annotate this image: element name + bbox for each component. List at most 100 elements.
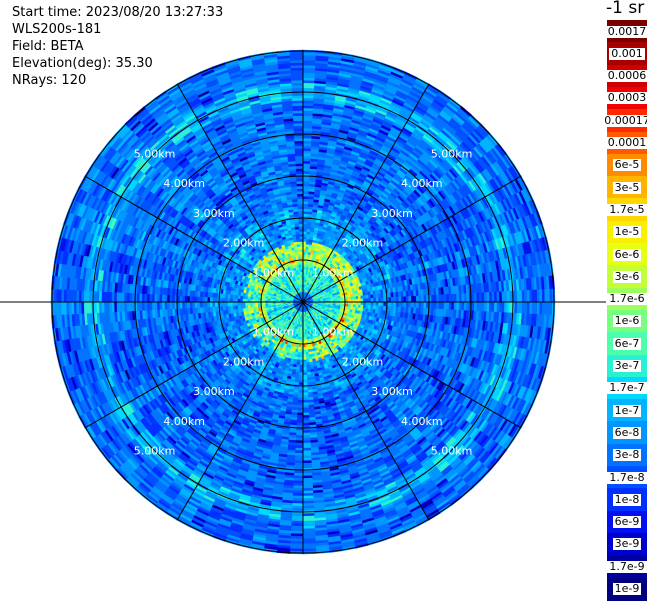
range-gate-cell bbox=[431, 294, 435, 303]
range-gate-cell bbox=[433, 301, 437, 310]
range-gate-cell bbox=[302, 165, 311, 169]
range-gate-cell bbox=[403, 301, 407, 308]
range-gate-cell bbox=[398, 296, 402, 303]
range-gate-cell bbox=[302, 190, 310, 194]
range-gate-cell bbox=[463, 293, 468, 303]
range-gate-cell bbox=[436, 301, 440, 310]
range-gate-cell bbox=[395, 296, 399, 303]
range-gate-cell bbox=[478, 301, 483, 312]
range-gate-cell bbox=[347, 296, 352, 300]
range-gate-cell bbox=[423, 295, 427, 303]
range-gate-cell bbox=[476, 292, 480, 303]
range-gate-cell bbox=[350, 296, 354, 300]
range-gate-cell bbox=[302, 130, 313, 134]
range-gate-cell bbox=[302, 140, 312, 144]
range-gate-cell bbox=[416, 295, 420, 303]
range-gate-cell bbox=[451, 301, 455, 311]
range-gate-cell bbox=[446, 301, 450, 310]
range-gate-cell bbox=[368, 298, 372, 303]
range-gate-cell bbox=[413, 301, 417, 309]
range-gate-cell bbox=[302, 178, 310, 182]
range-gate-cell bbox=[483, 292, 488, 303]
range-gate-cell bbox=[302, 143, 312, 147]
range-gate-cell bbox=[302, 213, 308, 217]
range-gate-cell bbox=[473, 301, 478, 312]
range-gate-cell bbox=[375, 301, 379, 307]
range-gate-cell bbox=[483, 301, 488, 312]
range-gate-cell bbox=[408, 296, 412, 303]
range-gate-cell bbox=[345, 297, 349, 300]
range-gate-cell bbox=[433, 294, 437, 303]
range-gate-cell bbox=[373, 301, 377, 307]
range-gate-cell bbox=[302, 125, 313, 129]
range-gate-cell bbox=[466, 293, 470, 303]
range-gate-cell bbox=[441, 294, 445, 303]
range-gate-cell bbox=[302, 170, 311, 174]
range-gate-cell bbox=[302, 185, 310, 189]
range-gate-cell bbox=[302, 163, 311, 167]
range-gate-cell bbox=[463, 301, 468, 311]
range-gate-cell bbox=[337, 297, 341, 301]
range-gate-cell bbox=[461, 301, 465, 311]
range-gate-cell bbox=[378, 301, 382, 307]
range-gate-cell bbox=[471, 292, 475, 303]
range-gate-cell bbox=[305, 243, 310, 248]
range-gate-cell bbox=[473, 292, 478, 303]
range-gate-cell bbox=[302, 233, 307, 237]
range-gate-cell bbox=[302, 223, 308, 227]
range-gate-cell bbox=[395, 301, 399, 308]
range-gate-cell bbox=[393, 301, 397, 308]
range-gate-cell bbox=[302, 221, 308, 225]
range-gate-cell bbox=[302, 135, 312, 139]
range-gate-cell bbox=[302, 208, 309, 212]
range-gate-cell bbox=[390, 297, 394, 303]
range-gate-cell bbox=[443, 301, 447, 310]
range-gate-cell bbox=[476, 301, 480, 312]
range-gate-cell bbox=[302, 150, 312, 154]
range-gate-cell bbox=[302, 203, 309, 207]
range-gate-cell bbox=[456, 301, 460, 311]
range-gate-cell bbox=[393, 296, 397, 303]
range-gate-cell bbox=[302, 200, 309, 205]
range-gate-cell bbox=[448, 301, 452, 310]
range-gate-cell bbox=[461, 293, 465, 303]
range-gate-cell bbox=[368, 301, 372, 306]
range-gate-cell bbox=[302, 193, 309, 197]
range-gate-cell bbox=[453, 293, 457, 303]
range-gate-cell bbox=[423, 301, 427, 309]
range-gate-cell bbox=[478, 292, 483, 303]
range-gate-cell bbox=[431, 301, 435, 310]
range-gate-cell bbox=[305, 241, 310, 245]
range-gate-cell bbox=[302, 183, 310, 187]
range-gate-cell bbox=[357, 295, 362, 300]
range-gate-cell bbox=[370, 301, 374, 306]
range-gate-cell bbox=[421, 295, 425, 303]
range-gate-cell bbox=[388, 297, 392, 303]
range-gate-cell bbox=[302, 122, 313, 127]
range-gate-cell bbox=[471, 301, 475, 312]
range-gate-cell bbox=[302, 137, 312, 142]
range-gate-cell bbox=[360, 295, 364, 300]
range-gate-cell bbox=[388, 301, 392, 307]
range-gate-cell bbox=[408, 301, 412, 308]
range-gate-cell bbox=[416, 301, 420, 309]
range-gate-cell bbox=[305, 248, 309, 253]
range-gate-cell bbox=[302, 145, 312, 149]
range-gate-cell bbox=[405, 301, 410, 308]
range-gate-cell bbox=[400, 301, 405, 308]
range-gate-cell bbox=[418, 301, 422, 309]
range-gate-cell bbox=[352, 296, 357, 300]
range-gate-cell bbox=[302, 198, 309, 202]
range-gate-cell bbox=[302, 158, 311, 162]
range-gate-cell bbox=[302, 168, 311, 172]
range-gate-cell bbox=[413, 295, 417, 303]
range-gate-cell bbox=[411, 301, 415, 309]
range-gate-cell bbox=[390, 301, 394, 307]
range-gate-cell bbox=[302, 188, 310, 192]
range-gate-cell bbox=[421, 301, 425, 309]
range-gate-cell bbox=[302, 148, 312, 152]
range-gate-cell bbox=[403, 296, 407, 303]
range-gate-cell bbox=[441, 301, 445, 310]
range-gate-cell bbox=[302, 226, 308, 230]
